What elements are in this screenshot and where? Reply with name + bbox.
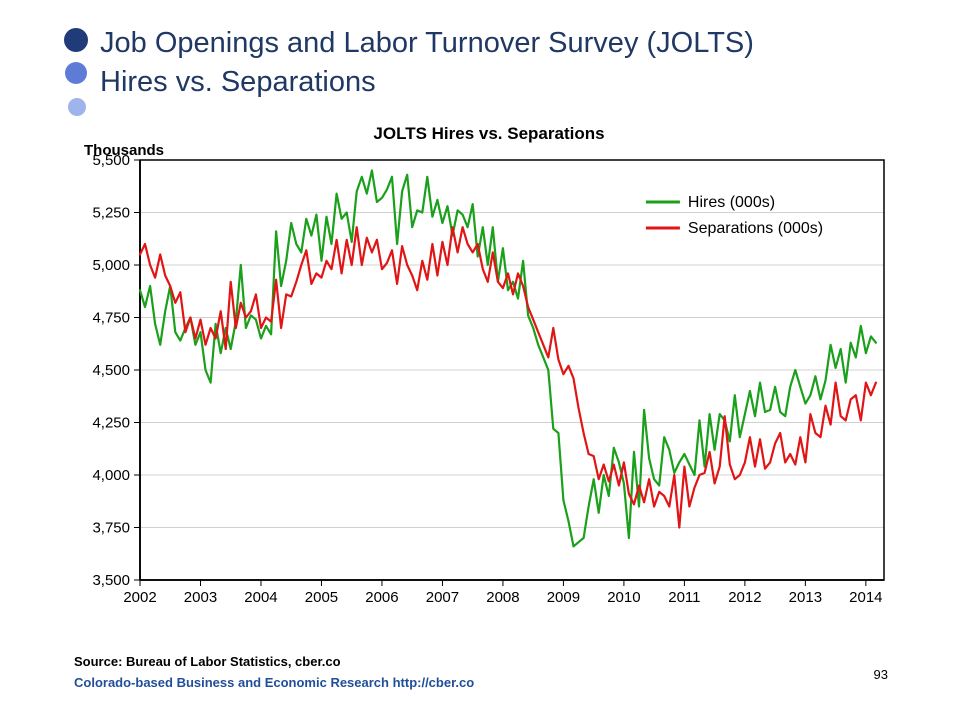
title-bullet-icon xyxy=(64,28,88,52)
footer-block: Source: Bureau of Labor Statistics, cber… xyxy=(74,654,474,690)
chart-title: JOLTS Hires vs. Separations xyxy=(74,124,904,144)
svg-text:4,500: 4,500 xyxy=(92,362,130,379)
svg-text:2014: 2014 xyxy=(849,589,882,606)
svg-text:2002: 2002 xyxy=(123,589,156,606)
svg-text:2008: 2008 xyxy=(486,589,519,606)
svg-text:2006: 2006 xyxy=(365,589,398,606)
svg-text:2012: 2012 xyxy=(728,589,761,606)
credit-line: Colorado-based Business and Economic Res… xyxy=(74,675,474,690)
source-line: Source: Bureau of Labor Statistics, cber… xyxy=(74,654,474,669)
svg-text:2005: 2005 xyxy=(305,589,338,606)
y-axis-unit: Thousands xyxy=(84,142,164,159)
svg-text:Separations (000s): Separations (000s) xyxy=(688,220,823,237)
page-number: 93 xyxy=(874,667,888,682)
svg-text:2003: 2003 xyxy=(184,589,217,606)
svg-text:Hires (000s): Hires (000s) xyxy=(688,194,775,211)
svg-text:2004: 2004 xyxy=(244,589,277,606)
svg-text:3,500: 3,500 xyxy=(92,572,130,589)
title-line-2: Hires vs. Separations xyxy=(100,63,754,102)
chart-svg: 3,500 3,750 4,000 4,250 4,500 4,750 5,000 5,250… xyxy=(74,130,904,640)
svg-text:2009: 2009 xyxy=(547,589,580,606)
title-bullet-icon xyxy=(65,62,87,84)
svg-text:2010: 2010 xyxy=(607,589,640,606)
svg-text:4,000: 4,000 xyxy=(92,467,130,484)
svg-text:5,000: 5,000 xyxy=(92,257,130,274)
title-bullet-icon xyxy=(68,98,86,116)
svg-text:3,750: 3,750 xyxy=(92,520,130,537)
svg-text:4,250: 4,250 xyxy=(92,415,130,432)
jolts-chart: JOLTS Hires vs. Separations Thousands 3,… xyxy=(74,130,904,640)
svg-text:2011: 2011 xyxy=(668,589,700,606)
svg-text:2007: 2007 xyxy=(426,589,459,606)
svg-text:4,750: 4,750 xyxy=(92,310,130,327)
svg-text:5,250: 5,250 xyxy=(92,205,130,222)
slide-title: Job Openings and Labor Turnover Survey (… xyxy=(100,24,754,102)
title-line-1: Job Openings and Labor Turnover Survey (… xyxy=(100,24,754,63)
svg-text:2013: 2013 xyxy=(789,589,822,606)
